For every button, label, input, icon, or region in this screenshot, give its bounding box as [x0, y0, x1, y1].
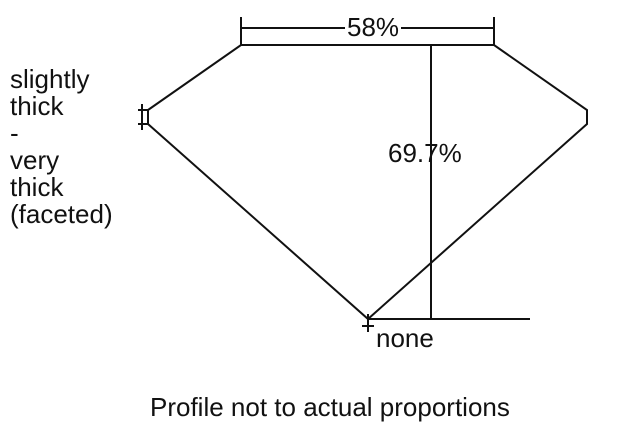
- table-percentage: 58%: [345, 12, 402, 42]
- girdle-label-line: (faceted): [10, 199, 113, 229]
- girdle-label-line: thick: [10, 172, 64, 202]
- caption: Profile not to actual proportions: [150, 392, 510, 422]
- girdle-label-line: very: [10, 145, 60, 175]
- girdle-label-line: thick: [10, 91, 64, 121]
- crown-outline: [147, 44, 588, 321]
- girdle-label: slightly thick - very thick (faceted): [10, 66, 113, 228]
- culet-label: none: [376, 323, 434, 353]
- girdle-label-line: -: [10, 118, 19, 148]
- girdle-label-line: slightly: [10, 64, 90, 94]
- depth-percentage: 69.7%: [388, 138, 462, 168]
